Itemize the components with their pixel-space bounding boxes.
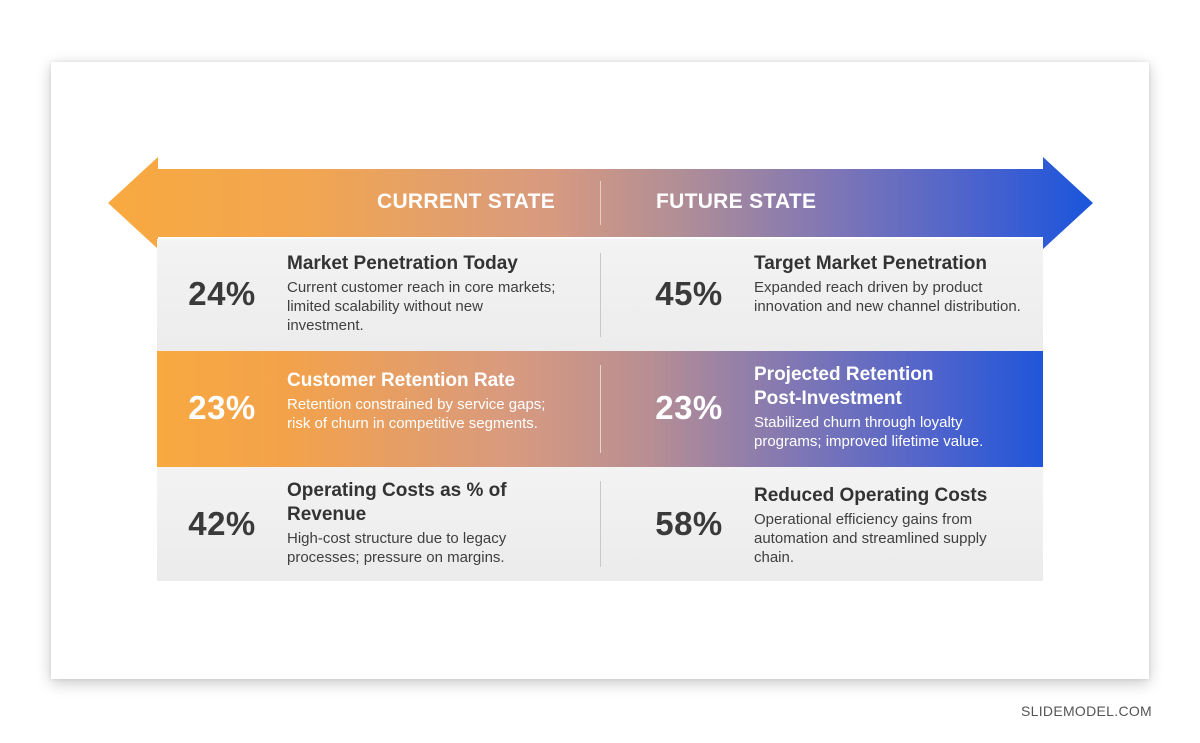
comparison-row-operating-costs: 42% Operating Costs as % of Revenue High… [157,467,1043,581]
future-cell: Reduced Operating Costs Operational effi… [754,484,1024,567]
future-title: Target Market Penetration [754,253,987,274]
future-description: Stabilized churn through loyalty program… [754,414,984,450]
future-value: 58% [655,505,723,542]
comparison-row-customer-retention: 23% Customer Retention Rate Retention co… [157,351,1043,467]
future-description: Expanded reach driven by product innovat… [754,279,1021,315]
current-cell: Operating Costs as % of Revenue High-cos… [287,479,537,567]
future-value: 23% [655,389,723,426]
future-state-header: FUTURE STATE [656,190,817,213]
row-divider [600,365,601,453]
row-divider [600,253,601,337]
future-value: 45% [655,275,723,312]
current-description: Current customer reach in core markets; … [287,279,556,334]
row-divider [600,481,601,567]
current-state-header: CURRENT STATE [377,190,556,213]
brand-watermark: SLIDEMODEL.COM [1021,703,1152,719]
slide: CURRENT STATE FUTURE STATE 24% Market Pe… [51,62,1149,679]
current-value: 42% [188,505,256,542]
header-divider [600,181,601,225]
current-description: High-cost structure due to legacy proces… [287,530,507,566]
current-title: Customer Retention Rate [287,370,516,391]
future-title: Reduced Operating Costs [754,485,988,506]
current-cell: Market Penetration Today Current custome… [287,252,557,335]
current-cell: Customer Retention Rate Retention constr… [287,369,557,433]
current-description: Retention constrained by service gaps; r… [287,396,546,432]
future-description: Operational efficiency gains from automa… [754,511,987,566]
current-title: Market Penetration Today [287,253,518,274]
current-value: 23% [188,389,256,426]
current-value: 24% [188,275,256,312]
current-title: Operating Costs as % of Revenue [287,480,507,525]
future-title: Projected Retention Post-Investment [754,364,934,409]
future-cell: Projected Retention Post-Investment Stab… [754,363,1014,451]
comparison-row-market-penetration: 24% Market Penetration Today Current cus… [157,239,1043,351]
future-cell: Target Market Penetration Expanded reach… [754,252,1024,316]
